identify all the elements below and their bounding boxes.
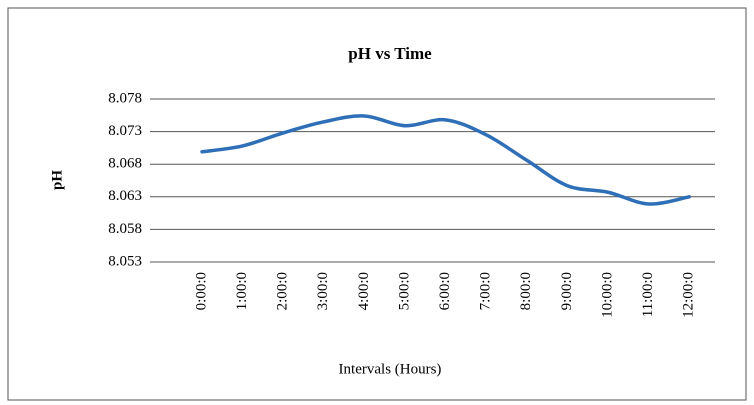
y-tick-label: 8.068: [108, 156, 142, 172]
y-tick-label: 8.053: [108, 253, 142, 269]
x-tick-label: 5:00:0: [396, 272, 412, 310]
y-tick-label: 8.073: [108, 123, 142, 139]
line-series: [200, 114, 691, 206]
y-tick-label: 8.078: [108, 90, 142, 106]
x-axis-label: Intervals (Hours): [339, 361, 442, 377]
x-tick-label: 4:00:0: [356, 272, 372, 310]
x-tick-label: 7:00:0: [478, 272, 494, 310]
x-tick-label: 3:00:0: [315, 272, 331, 310]
x-tick-label: 0:00:0: [193, 272, 209, 310]
chart-title: pH vs Time: [348, 44, 432, 63]
x-tick-label: 1:00:0: [234, 272, 250, 310]
y-tick-label: 8.063: [108, 188, 142, 204]
x-tick-label: 10:00:0: [599, 272, 615, 318]
x-tick-label: 6:00:0: [437, 272, 453, 310]
x-tick-label: 8:00:0: [518, 272, 534, 310]
y-axis-label: pH: [49, 170, 65, 190]
x-tick-label: 9:00:0: [559, 272, 575, 310]
y-tick-label: 8.058: [108, 221, 142, 237]
x-tick-label: 12:00:0: [681, 272, 697, 318]
x-tick-label: 11:00:0: [640, 272, 656, 317]
x-tick-label: 2:00:0: [275, 272, 291, 310]
chart-frame: [7, 7, 747, 401]
